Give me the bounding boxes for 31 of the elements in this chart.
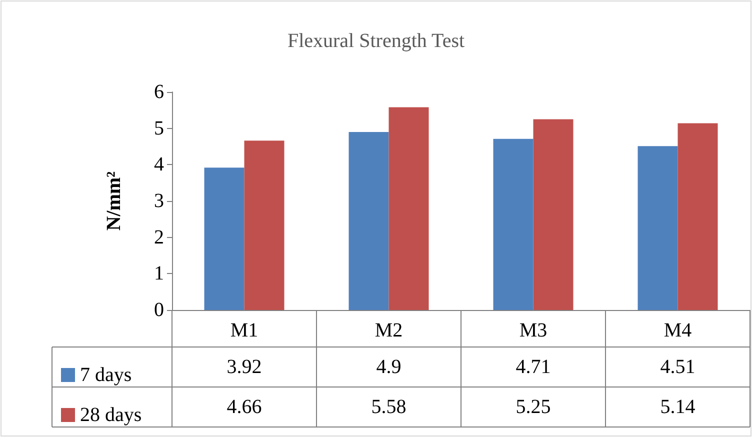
bar: [533, 119, 574, 310]
y-tick-label: 0: [154, 299, 164, 321]
y-tick-label: 3: [154, 190, 164, 212]
bar: [244, 140, 284, 310]
y-tick-label: 1: [154, 262, 164, 285]
data-label: 4.51: [660, 356, 696, 378]
data-label: 5.58: [371, 396, 406, 418]
y-tick-label: 5: [154, 117, 164, 140]
x-tick-label: M1: [230, 320, 258, 342]
y-axis-title: N/mm²: [103, 171, 125, 231]
data-label: 4.71: [516, 356, 551, 378]
bar: [388, 107, 429, 310]
x-tick-label: M2: [374, 320, 403, 342]
legend-label: 28 days: [80, 404, 142, 426]
bar: [204, 168, 244, 310]
legend-label: 7 days: [80, 364, 132, 386]
bar: [678, 123, 718, 310]
y-tick-label: 6: [154, 81, 164, 103]
data-label: 4.9: [376, 356, 402, 378]
data-label: 5.14: [660, 396, 696, 418]
data-label: 4.66: [226, 396, 262, 418]
bar: [348, 132, 389, 310]
data-label: 5.25: [516, 396, 551, 418]
y-tick-label: 2: [154, 226, 164, 248]
chart-title: Flexural Strength Test: [287, 30, 465, 52]
data-label: 3.92: [226, 356, 262, 378]
y-tick-label: 4: [154, 154, 164, 176]
x-tick-label: M4: [664, 320, 692, 342]
bar: [493, 138, 534, 310]
bar: [638, 146, 678, 310]
x-tick-label: M3: [519, 320, 548, 342]
